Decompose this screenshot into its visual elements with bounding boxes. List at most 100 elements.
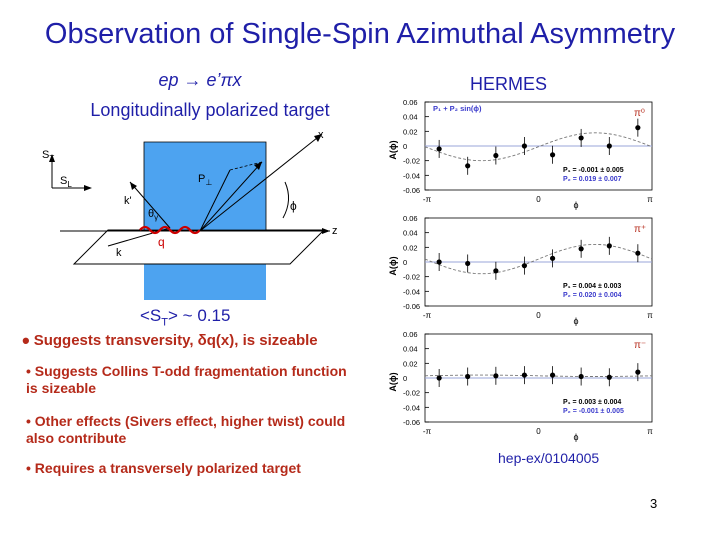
x-label: x (318, 129, 324, 141)
target-label: Longitudinally polarized target (90, 100, 330, 120)
y-tick-label: 0.06 (403, 98, 418, 107)
y-tick-label: -0.02 (403, 157, 420, 166)
data-point (465, 163, 471, 169)
data-point (493, 373, 499, 379)
x-tick-label: 0 (536, 427, 541, 436)
x-arrow (314, 134, 322, 142)
p-proj-line (229, 161, 263, 171)
p-hadron-vector (199, 161, 263, 232)
data-point (465, 260, 471, 267)
particle-label: π⁺ (634, 224, 646, 235)
data-point (549, 255, 556, 261)
data-point (635, 125, 641, 131)
q-photon-line (139, 225, 201, 235)
data-point (606, 243, 612, 249)
x-tick-label: π (647, 311, 653, 320)
data-point (606, 374, 612, 380)
y-tick-label: -0.04 (403, 287, 420, 296)
data-point (549, 372, 556, 378)
kprime-arrow (130, 182, 137, 190)
particle-label: π⁰ (634, 108, 645, 119)
data-point (635, 369, 641, 375)
data-point (549, 152, 556, 158)
y-tick-label: 0 (403, 258, 407, 267)
data-point (606, 143, 612, 149)
fit-formula: P₁ + P₂ sin(ϕ) (433, 104, 482, 113)
data-point (521, 143, 528, 149)
y-tick-label: 0.04 (403, 113, 418, 122)
z-arrow (322, 228, 330, 234)
x-tick-label: 0 (536, 195, 541, 204)
data-point (578, 373, 584, 380)
y-tick-label: -0.02 (403, 389, 420, 398)
st-average-label: <ST> ~ 0.15 (140, 306, 231, 329)
data-point (521, 372, 528, 378)
data-point (465, 373, 471, 380)
kinematics-diagram: ST SL P⊥ k' θγ q k ϕ x z (42, 129, 338, 300)
fit-curve (424, 374, 653, 377)
y-tick-label: 0.04 (403, 345, 418, 354)
s-t-label: ST (42, 149, 54, 163)
y-tick-label: -0.06 (403, 302, 420, 311)
reference-label: hep-ex/0104005 (498, 450, 600, 466)
y-tick-label: 0.04 (403, 229, 418, 238)
fit-parameter: P₁ = 0.003 ± 0.004 (563, 399, 621, 406)
y-axis-label: A(ϕ) (388, 372, 398, 391)
phi-label: ϕ (290, 199, 297, 213)
data-point (493, 268, 499, 274)
phi-arc (282, 181, 289, 219)
x-tick-label: -π (423, 311, 432, 320)
q-label: q (158, 235, 165, 249)
data-point (436, 146, 442, 152)
z-label: z (332, 225, 338, 237)
page-number: 3 (650, 496, 658, 511)
bullet-transversity: • Suggests transversity, δq(x), is sizeab… (22, 328, 318, 353)
y-axis-label: A(ϕ) (388, 140, 398, 159)
y-axis-label: A(ϕ) (388, 256, 398, 275)
bullet-other-effects: • Other effects (Sivers effect, higher t… (26, 413, 346, 446)
x-axis-label: ϕ (574, 316, 579, 326)
y-tick-label: -0.04 (403, 171, 420, 180)
reaction-label: ep → e’πx (158, 70, 242, 90)
experiment-label: HERMES (470, 74, 548, 94)
fit-parameter: P₁ = -0.001 ± 0.005 (563, 167, 624, 174)
y-tick-label: 0.02 (403, 127, 418, 136)
x-tick-label: -π (423, 195, 432, 204)
data-point (521, 263, 528, 269)
hadron-plane-upper (143, 141, 267, 231)
fit-parameter: P₂ = 0.019 ± 0.007 (563, 176, 622, 183)
s-l-label: SL (60, 175, 72, 189)
x-tick-label: -π (423, 427, 432, 436)
s-t-arrow (49, 154, 55, 162)
p-perp-label: P⊥ (198, 173, 212, 187)
theta-label: θγ (148, 208, 158, 222)
x-axis-label: ϕ (574, 432, 579, 442)
asymmetry-panel: 0.06 0.04 0.02 0 -0.02 -0.04 -0.06 A(ϕ) -π 0 π ϕ π⁺ P… (388, 214, 653, 326)
y-tick-label: 0.02 (403, 359, 418, 368)
x-axis (199, 133, 323, 232)
data-point (493, 152, 499, 159)
fit-parameter: P₁ = 0.004 ± 0.003 (563, 283, 621, 290)
data-point (578, 135, 584, 141)
y-tick-label: -0.06 (403, 418, 420, 427)
s-l-arrow (84, 185, 92, 191)
k-label: k (116, 247, 122, 259)
data-point (436, 259, 442, 265)
asymmetry-panel: 0.06 0.04 0.02 0 -0.02 -0.04 -0.06 A(ϕ) -π 0 π ϕ π⁻ P… (388, 330, 653, 442)
asymmetry-panel: 0.06 0.04 0.02 0 -0.02 -0.04 -0.06 A(ϕ) -π 0 π ϕ π⁰ P… (388, 98, 653, 210)
y-tick-label: 0.06 (403, 214, 418, 223)
y-tick-label: 0 (403, 374, 407, 383)
fit-curve (424, 243, 653, 275)
x-tick-label: 0 (536, 311, 541, 320)
x-tick-label: π (647, 195, 653, 204)
data-point (436, 375, 442, 381)
x-axis-label: ϕ (574, 200, 579, 210)
bullet-requires-target: • Requires a transversely polarized targ… (26, 460, 301, 476)
lepton-plane (72, 229, 326, 265)
fit-parameter: P₂ = 0.020 ± 0.004 (563, 292, 622, 299)
fit-curve (424, 132, 653, 162)
y-tick-label: -0.06 (403, 186, 420, 195)
x-tick-label: π (647, 427, 653, 436)
fit-parameter: P₂ = -0.001 ± 0.005 (563, 408, 624, 415)
y-tick-label: 0.02 (403, 243, 418, 252)
